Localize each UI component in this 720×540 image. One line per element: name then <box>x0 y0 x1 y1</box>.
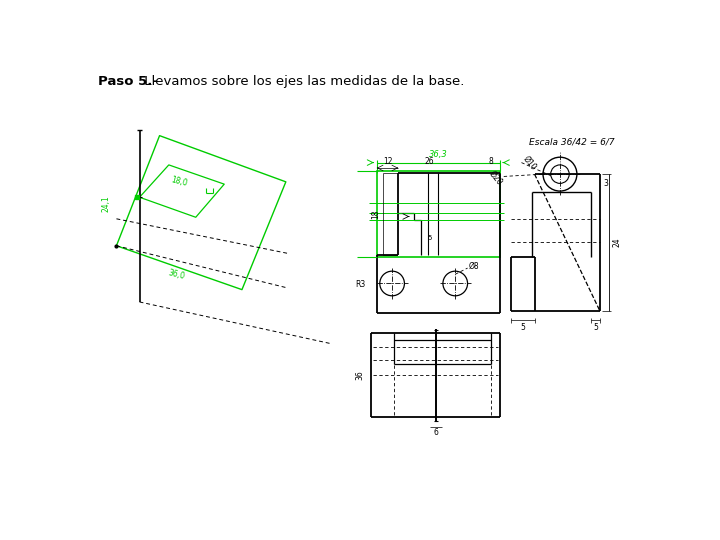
Text: Ø20: Ø20 <box>487 169 504 187</box>
Text: Paso 5.-: Paso 5.- <box>98 75 158 88</box>
Text: 24,1: 24,1 <box>101 195 110 212</box>
Text: R3: R3 <box>356 280 366 289</box>
Text: 24: 24 <box>612 238 621 247</box>
Text: Ø10: Ø10 <box>521 154 539 172</box>
Text: 8: 8 <box>488 157 493 166</box>
Text: 5: 5 <box>521 323 526 332</box>
Text: 36,0: 36,0 <box>167 268 186 281</box>
Text: 18: 18 <box>372 209 381 219</box>
Text: 12: 12 <box>383 157 392 166</box>
Bar <box>377 171 500 256</box>
Text: 6: 6 <box>433 428 438 437</box>
Text: 3: 3 <box>603 179 608 188</box>
Text: 36,3: 36,3 <box>429 150 448 159</box>
Text: Ø8: Ø8 <box>469 262 480 271</box>
Text: 36: 36 <box>355 370 364 380</box>
Text: Llevamos sobre los ejes las medidas de la base.: Llevamos sobre los ejes las medidas de l… <box>140 75 464 88</box>
Text: 5: 5 <box>428 235 432 241</box>
Text: 26: 26 <box>424 157 434 166</box>
Text: Escala 36/42 = 6/7: Escala 36/42 = 6/7 <box>529 137 615 146</box>
Text: 18,0: 18,0 <box>170 176 188 188</box>
Text: 5: 5 <box>593 323 598 332</box>
